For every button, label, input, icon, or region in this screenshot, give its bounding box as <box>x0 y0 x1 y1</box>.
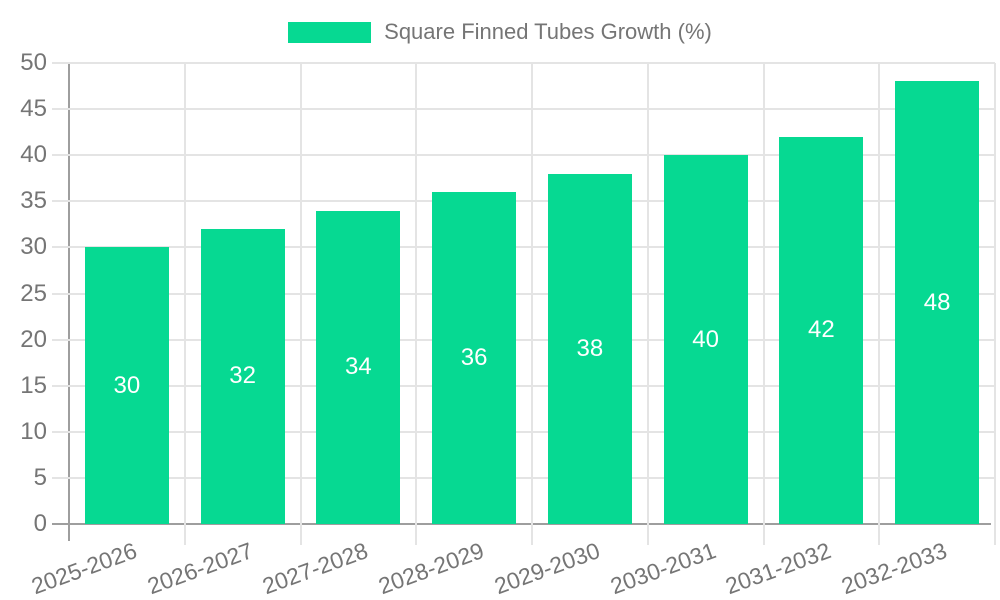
y-axis-tick-label: 45 <box>20 95 47 123</box>
bar-2029-2030[interactable] <box>547 173 632 524</box>
bar-value-label: 34 <box>345 353 372 381</box>
bar-value-label: 42 <box>808 316 835 344</box>
y-axis-tick-label: 30 <box>20 233 47 261</box>
y-axis-tick-label: 10 <box>20 417 47 445</box>
x-gridline <box>415 63 418 545</box>
y-gridline <box>52 476 995 479</box>
x-axis-line <box>52 523 991 525</box>
bar-2025-2026[interactable] <box>84 247 169 524</box>
y-axis-tick-label: 15 <box>20 371 47 399</box>
bar-value-label: 30 <box>113 371 141 399</box>
x-axis-tick-label: 2029-2030 <box>490 537 604 600</box>
bar-value-label: 36 <box>460 344 488 372</box>
x-axis-tick-label: 2031-2032 <box>722 537 835 600</box>
bar-2026-2027[interactable] <box>200 228 285 524</box>
legend: Square Finned Tubes Growth (%) <box>0 19 1000 45</box>
y-axis-tick-label: 35 <box>20 187 47 215</box>
y-axis-tick-label: 5 <box>33 463 47 491</box>
x-axis-tick-label: 2026-2027 <box>143 537 256 600</box>
bar-value-label: 38 <box>576 334 604 362</box>
y-gridline <box>52 246 995 249</box>
bar-value-label: 48 <box>923 288 951 316</box>
bar-value-label: 32 <box>229 362 256 390</box>
x-gridline <box>299 63 302 545</box>
y-gridline <box>52 200 995 203</box>
legend-swatch-icon <box>288 21 372 43</box>
y-axis-tick-label: 20 <box>20 325 47 353</box>
bar-2027-2028[interactable] <box>316 210 401 524</box>
x-axis-tick-label: 2025-2026 <box>27 537 141 600</box>
legend-label: Square Finned Tubes Growth (%) <box>384 19 712 44</box>
legend-item[interactable]: Square Finned Tubes Growth (%) <box>288 19 712 45</box>
y-gridline <box>52 292 995 295</box>
x-axis-tick-label: 2028-2029 <box>375 537 488 600</box>
x-gridline <box>531 63 533 545</box>
y-axis-tick-label: 40 <box>20 141 47 169</box>
x-axis-tick-label: 2027-2028 <box>259 537 372 600</box>
y-gridline <box>52 384 995 387</box>
bar-2030-2031[interactable] <box>663 155 748 524</box>
x-gridline <box>646 63 649 545</box>
y-axis-tick-label: 25 <box>20 279 47 307</box>
bar-2028-2029[interactable] <box>432 192 517 524</box>
y-gridline <box>52 62 995 64</box>
x-axis-tick-label: 2030-2031 <box>606 537 719 600</box>
y-gridline <box>52 338 995 341</box>
bar-2031-2032[interactable] <box>779 136 864 524</box>
x-axis-tick-label: 2032-2033 <box>838 537 951 600</box>
x-gridline <box>183 63 186 545</box>
y-gridline <box>52 108 995 111</box>
bar-value-label: 40 <box>692 325 719 353</box>
x-gridline <box>994 63 996 545</box>
bar-2032-2033[interactable] <box>895 81 980 524</box>
y-axis-tick-label: 50 <box>20 49 47 76</box>
y-gridline <box>52 430 995 433</box>
x-gridline <box>878 63 881 545</box>
y-axis-tick-label: 0 <box>33 510 47 537</box>
x-gridline <box>762 63 765 545</box>
y-gridline <box>52 154 995 157</box>
y-axis-line <box>68 63 70 541</box>
